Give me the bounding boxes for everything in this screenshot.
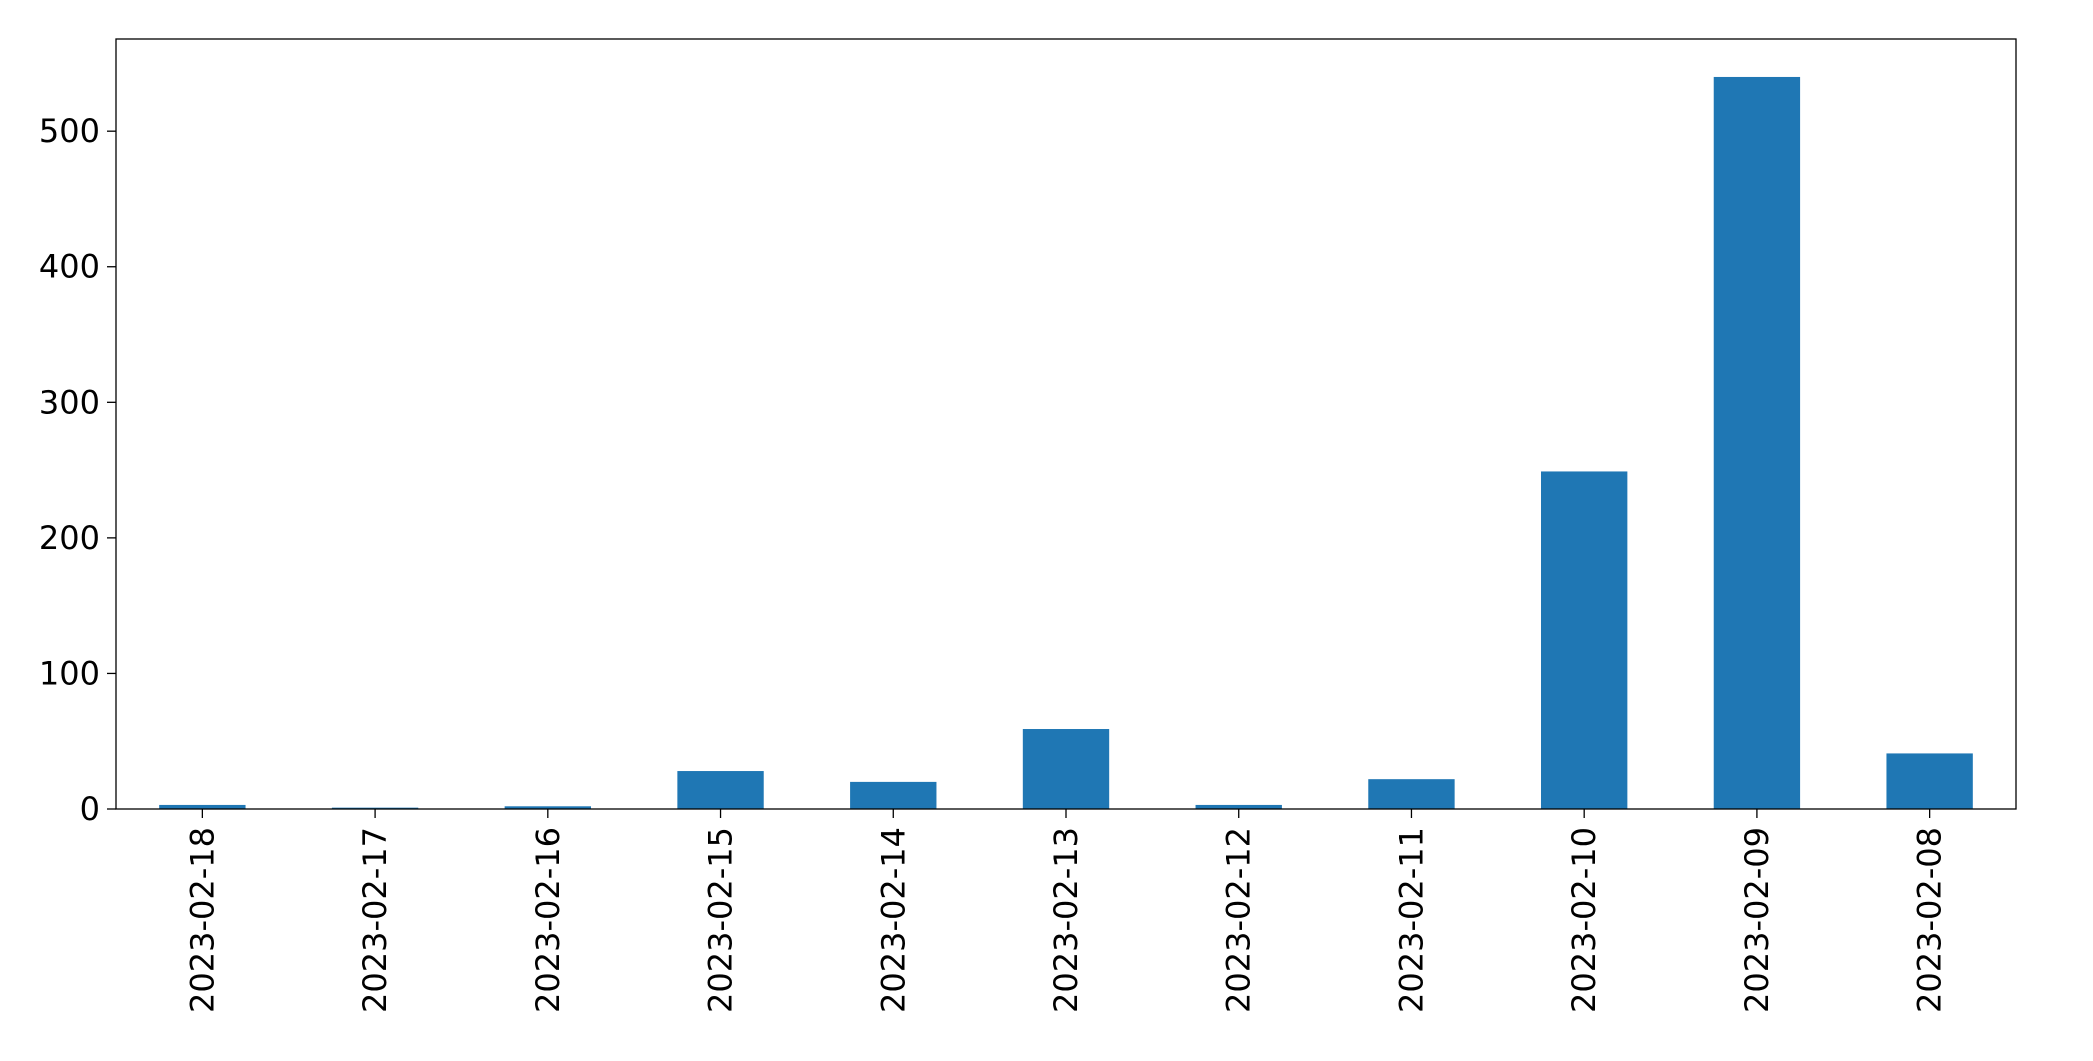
x-tick-label: 2023-02-10 xyxy=(1565,827,1603,1013)
x-tick-label: 2023-02-09 xyxy=(1738,827,1776,1013)
y-tick-label: 200 xyxy=(39,519,100,557)
y-tick-label: 100 xyxy=(39,654,100,692)
x-tick-label: 2023-02-13 xyxy=(1047,827,1085,1013)
x-tick-label: 2023-02-18 xyxy=(183,827,221,1013)
x-tick-label: 2023-02-17 xyxy=(356,827,394,1013)
y-tick-label: 500 xyxy=(39,112,100,150)
x-tick-label: 2023-02-12 xyxy=(1220,827,1258,1013)
bar xyxy=(1022,729,1110,809)
y-tick-label: 400 xyxy=(39,248,100,286)
bar xyxy=(1713,76,1801,809)
plot-frame xyxy=(115,38,2017,810)
bar xyxy=(1886,753,1973,809)
bar xyxy=(1541,471,1628,809)
bar xyxy=(677,771,764,809)
x-tick-label: 2023-02-16 xyxy=(529,827,567,1013)
bar xyxy=(331,807,419,809)
x-tick-label: 2023-02-08 xyxy=(1911,827,1949,1013)
bar xyxy=(159,804,246,809)
x-tick-label: 2023-02-15 xyxy=(702,827,740,1013)
y-tick-label: 300 xyxy=(39,383,100,421)
y-tick-label: 0 xyxy=(80,790,100,828)
bar xyxy=(850,781,937,809)
bar xyxy=(1195,804,1282,809)
bar xyxy=(1368,779,1455,809)
x-tick-label: 2023-02-14 xyxy=(874,827,912,1013)
bar xyxy=(504,806,591,809)
x-tick-label: 2023-02-11 xyxy=(1392,827,1430,1013)
